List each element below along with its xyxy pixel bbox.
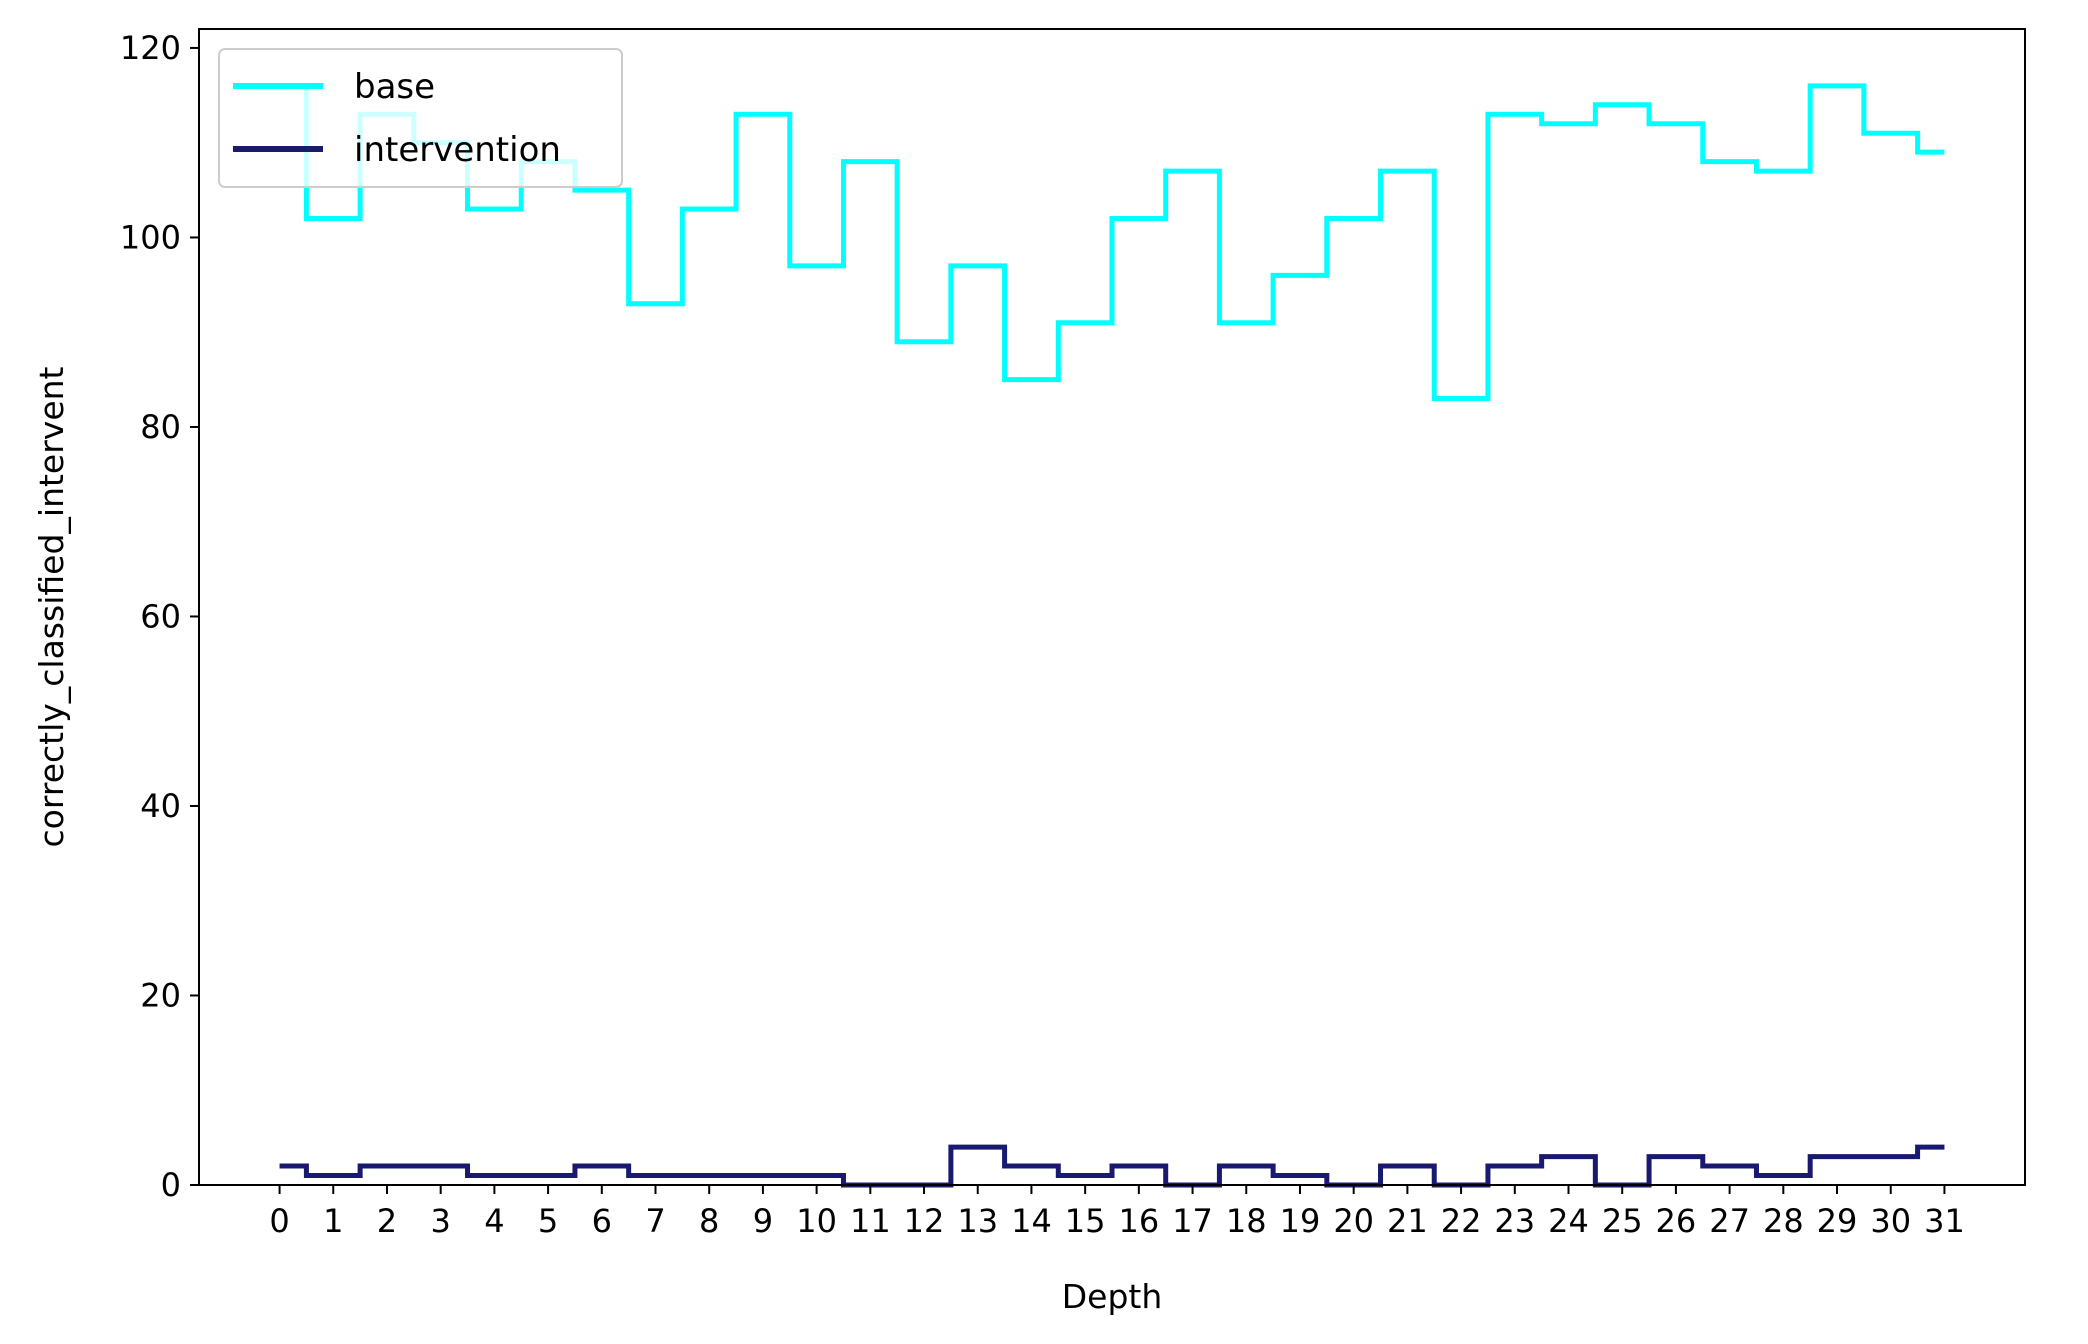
x-tick-label: 7	[645, 1202, 665, 1240]
x-tick-label: 18	[1226, 1202, 1267, 1240]
x-tick-label: 9	[753, 1202, 773, 1240]
x-tick-label: 10	[796, 1202, 837, 1240]
x-tick-label: 0	[269, 1202, 289, 1240]
x-tick-label: 1	[323, 1202, 343, 1240]
x-tick-label: 23	[1494, 1202, 1535, 1240]
x-tick-label: 29	[1817, 1202, 1858, 1240]
x-tick-label: 13	[957, 1202, 998, 1240]
x-tick-label: 21	[1387, 1202, 1428, 1240]
x-tick-label: 11	[850, 1202, 891, 1240]
x-tick-label: 17	[1172, 1202, 1213, 1240]
x-tick-label: 12	[904, 1202, 945, 1240]
y-tick-label: 60	[140, 597, 181, 635]
x-tick-label: 14	[1011, 1202, 1052, 1240]
x-tick-label: 4	[484, 1202, 504, 1240]
y-tick-label: 0	[161, 1166, 181, 1204]
x-tick-label: 22	[1441, 1202, 1482, 1240]
legend: base intervention	[218, 48, 623, 188]
x-tick-label: 25	[1602, 1202, 1643, 1240]
y-tick-label: 80	[140, 408, 181, 446]
y-tick-label: 20	[140, 976, 181, 1014]
x-tick-label: 2	[377, 1202, 397, 1240]
x-axis-ticks: 0 1 2 3 4 5 6 7 8 9 10 11 12 13 14 15 16 17 18 19 20 21 22 23 24…	[269, 1185, 1965, 1240]
x-tick-label: 24	[1548, 1202, 1589, 1240]
y-tick-label: 40	[140, 787, 181, 825]
x-tick-label: 27	[1709, 1202, 1750, 1240]
y-axis-label: correctly_classified_intervent	[32, 366, 71, 847]
plot-frame	[198, 28, 2026, 1186]
x-tick-label: 5	[538, 1202, 558, 1240]
x-tick-label: 28	[1763, 1202, 1804, 1240]
x-tick-label: 26	[1656, 1202, 1697, 1240]
x-tick-label: 8	[699, 1202, 719, 1240]
x-tick-label: 6	[592, 1202, 612, 1240]
x-tick-label: 3	[430, 1202, 450, 1240]
y-tick-label: 120	[120, 29, 181, 67]
legend-label-intervention: intervention	[354, 130, 561, 170]
y-tick-label: 100	[120, 218, 181, 256]
x-tick-label: 20	[1333, 1202, 1374, 1240]
x-tick-label: 16	[1118, 1202, 1159, 1240]
x-tick-label: 31	[1924, 1202, 1965, 1240]
y-axis-ticks: 0 20 40 60 80 100 120	[120, 29, 199, 1204]
x-tick-label: 30	[1870, 1202, 1911, 1240]
x-axis-label: Depth	[1062, 1277, 1163, 1316]
x-tick-label: 15	[1065, 1202, 1106, 1240]
legend-label-base: base	[354, 67, 435, 107]
x-tick-label: 19	[1280, 1202, 1321, 1240]
